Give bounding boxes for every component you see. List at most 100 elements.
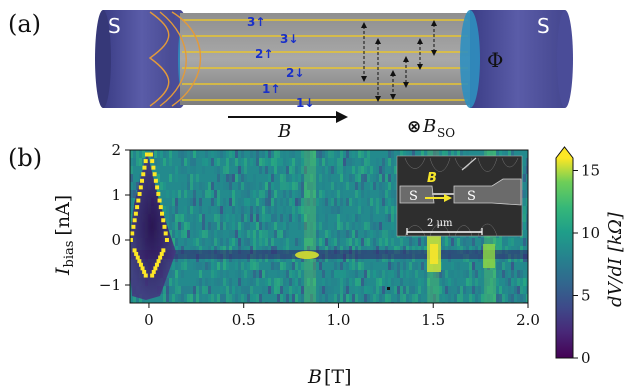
heatmap-cell xyxy=(190,198,193,206)
heatmap-cell xyxy=(187,230,190,238)
heatmap-cell xyxy=(511,270,514,278)
heatmap-cell xyxy=(244,222,247,230)
heatmap-cell xyxy=(472,294,475,302)
heatmap-cell xyxy=(310,238,313,246)
heatmap-cell xyxy=(226,158,229,166)
heatmap-cell xyxy=(274,198,277,206)
heatmap-cell xyxy=(253,174,256,182)
heatmap-cell xyxy=(298,174,301,182)
heatmap-cell xyxy=(286,182,289,190)
heatmap-cell xyxy=(289,262,292,270)
heatmap-cell xyxy=(178,150,181,158)
heatmap-cell xyxy=(286,214,289,222)
heatmap-cell xyxy=(292,262,295,270)
heatmap-cell xyxy=(316,174,319,182)
heatmap-cell xyxy=(346,158,349,166)
heatmap-cell xyxy=(397,270,400,278)
heatmap-cell xyxy=(169,198,172,206)
heatmap-cell xyxy=(382,238,385,246)
heatmap-cell xyxy=(271,174,274,182)
heatmap-cell xyxy=(442,270,445,278)
heatmap-cell xyxy=(490,238,493,246)
colorbar: 0 5 10 15 dV/dI [kΩ] xyxy=(555,146,626,367)
heatmap-cell xyxy=(238,182,241,190)
heatmap-cell xyxy=(301,286,304,294)
heatmap-cell xyxy=(412,294,415,302)
heatmap-cell xyxy=(466,238,469,246)
x-tick-label: 2.0 xyxy=(516,311,540,329)
heatmap-cell xyxy=(373,182,376,190)
heatmap-cell xyxy=(427,150,430,158)
heatmap-cell xyxy=(325,230,328,238)
heatmap-cell xyxy=(154,150,157,158)
heatmap-cell xyxy=(472,238,475,246)
heatmap-cell xyxy=(298,270,301,278)
heatmap-cell xyxy=(295,166,298,174)
heatmap-cell xyxy=(505,294,508,302)
right-lead xyxy=(460,10,573,108)
heatmap-cell xyxy=(217,190,220,198)
heatmap-cell xyxy=(400,278,403,286)
heatmap-cell xyxy=(220,238,223,246)
heatmap-cell xyxy=(169,214,172,222)
heatmap-cell xyxy=(331,182,334,190)
heatmap-cell xyxy=(280,262,283,270)
heatmap-cell xyxy=(301,150,304,158)
switching-point xyxy=(158,205,163,210)
heatmap-cell xyxy=(193,158,196,166)
heatmap-cell xyxy=(358,166,361,174)
heatmap-cell xyxy=(292,158,295,166)
heatmap-cell xyxy=(223,166,226,174)
heatmap-cell xyxy=(490,286,493,294)
heatmap-cell xyxy=(349,278,352,286)
heatmap-cell xyxy=(184,206,187,214)
heatmap-cell xyxy=(277,262,280,270)
heatmap-cell xyxy=(253,270,256,278)
heatmap-cell xyxy=(475,286,478,294)
heatmap-cell xyxy=(172,270,175,278)
heatmap-cell xyxy=(181,166,184,174)
heatmap-cell xyxy=(313,158,316,166)
heatmap-cell xyxy=(271,214,274,222)
heatmap-cell xyxy=(376,158,379,166)
heatmap-cell xyxy=(229,182,232,190)
heatmap-cell xyxy=(340,190,343,198)
heatmap-cell xyxy=(361,286,364,294)
heatmap-cell xyxy=(319,174,322,182)
heatmap-cell xyxy=(526,198,528,206)
heatmap-cell xyxy=(367,174,370,182)
heatmap-cell xyxy=(346,278,349,286)
heatmap-cell xyxy=(283,206,286,214)
heatmap-cell xyxy=(526,222,528,230)
heatmap-cell xyxy=(277,278,280,286)
heatmap-cell xyxy=(202,238,205,246)
heatmap-cell xyxy=(268,158,271,166)
heatmap-cell xyxy=(304,214,307,222)
heatmap-cell xyxy=(355,238,358,246)
heatmap-cell xyxy=(226,262,229,270)
heatmap-cell xyxy=(406,286,409,294)
colorbar-tick-label: 0 xyxy=(581,349,591,367)
heatmap-cell xyxy=(211,222,214,230)
heatmap-cell xyxy=(205,286,208,294)
heatmap-cell xyxy=(502,262,505,270)
colorbar-label: dV/dI [kΩ] xyxy=(605,211,626,307)
heatmap-cell xyxy=(280,238,283,246)
heatmap-cell xyxy=(496,238,499,246)
zero-bias-band xyxy=(130,250,528,259)
heatmap-cell xyxy=(265,158,268,166)
heatmap-cell xyxy=(211,182,214,190)
heatmap-cell xyxy=(481,238,484,246)
heatmap-cell xyxy=(310,190,313,198)
heatmap-cell xyxy=(139,158,142,166)
heatmap-cell xyxy=(370,206,373,214)
heatmap-cell xyxy=(349,230,352,238)
heatmap-cell xyxy=(217,166,220,174)
heatmap-cell xyxy=(316,230,319,238)
heatmap-cell xyxy=(301,206,304,214)
heatmap-cell xyxy=(421,278,424,286)
heatmap-cell xyxy=(214,198,217,206)
heatmap-cell xyxy=(304,182,307,190)
heatmap-cell xyxy=(175,286,178,294)
heatmap-cell xyxy=(331,230,334,238)
